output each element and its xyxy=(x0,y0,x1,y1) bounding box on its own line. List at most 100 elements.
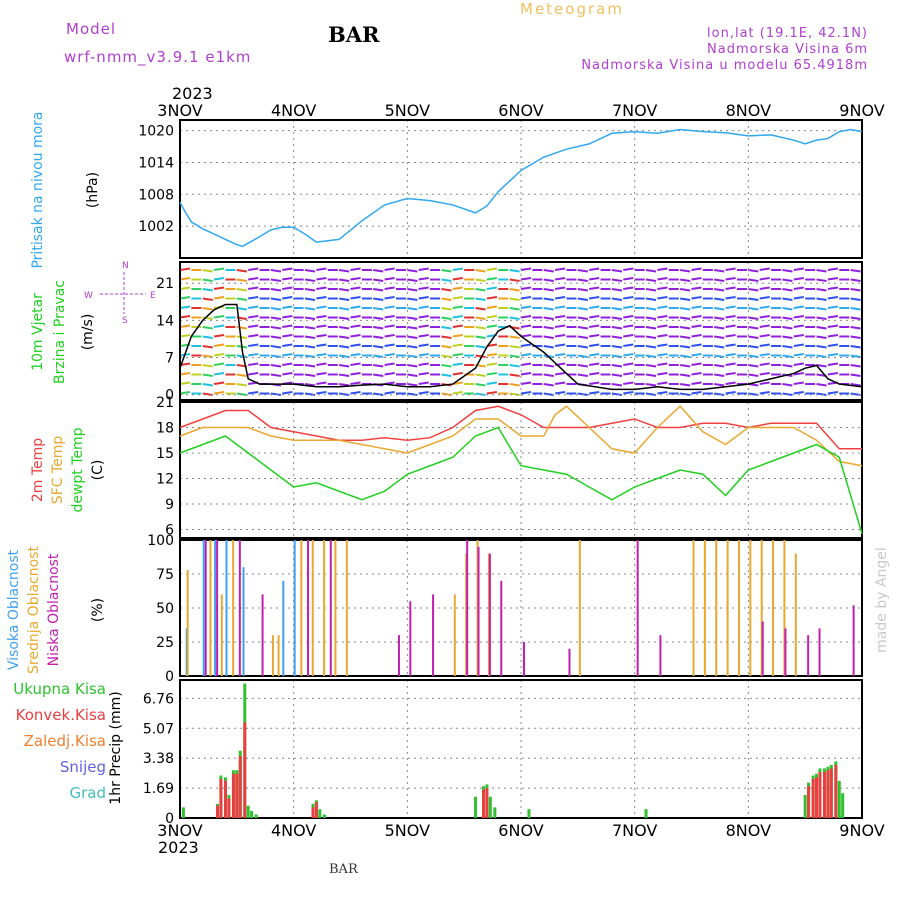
wind-barb xyxy=(338,307,350,311)
wind-barb xyxy=(248,296,259,300)
wind-barb xyxy=(373,326,384,330)
wind-barb xyxy=(338,335,350,339)
wind-barb xyxy=(202,269,213,273)
wind-barb xyxy=(452,362,463,366)
wind-barb xyxy=(748,307,759,311)
wind-barb xyxy=(316,381,327,385)
wind-barb xyxy=(338,345,350,349)
wind-unit: (m/s) xyxy=(80,314,96,351)
wind-barb xyxy=(691,277,702,281)
wind-barb xyxy=(179,267,191,271)
mid-cloud-bar xyxy=(726,540,729,676)
low-cloud-bar xyxy=(523,642,525,676)
wind-barb xyxy=(282,324,293,328)
wind-barb xyxy=(350,277,361,281)
wind-barb xyxy=(679,316,691,320)
mid-cloud-bar xyxy=(323,540,326,676)
wind-barb xyxy=(316,315,327,319)
wind-barb xyxy=(509,383,520,387)
y-tick-label: 21 xyxy=(156,395,174,411)
conv-precip-bar xyxy=(822,772,826,818)
wind-barb xyxy=(657,343,668,347)
sfc-temp-label: SFC Temp xyxy=(50,436,66,505)
wind-barb xyxy=(827,267,839,271)
wind-barb xyxy=(304,373,316,377)
wind-barb xyxy=(827,362,839,366)
panel-frame xyxy=(179,539,863,677)
total-precip-bar xyxy=(322,814,326,818)
wind-barb xyxy=(554,391,566,395)
wind-barb xyxy=(657,362,668,366)
low-cloud-bar xyxy=(261,594,264,676)
wind-barb xyxy=(816,392,827,396)
wind-barb xyxy=(338,269,350,273)
low-cloud-bar xyxy=(659,635,662,676)
t2m-label: 2m Temp xyxy=(30,438,46,502)
high-cloud-bar xyxy=(225,540,228,676)
wind-barb xyxy=(418,324,429,328)
x-tick-label-bottom: 5NOV xyxy=(385,821,430,840)
wind-barb xyxy=(407,354,418,358)
wind-barb xyxy=(816,316,827,320)
wind-barb xyxy=(452,296,463,300)
wind-barb xyxy=(782,269,793,273)
wind-barb xyxy=(679,373,691,377)
wind-barb xyxy=(350,324,361,328)
wind-barb xyxy=(350,305,361,309)
wind-barb xyxy=(623,286,634,290)
compass-s: S xyxy=(122,316,128,326)
wind-barb xyxy=(748,345,759,349)
wind-barb xyxy=(782,335,793,339)
wind-barb xyxy=(418,286,429,290)
wind-barb xyxy=(714,269,725,273)
wind-barb xyxy=(418,362,429,366)
cloud-unit: (%) xyxy=(90,598,106,622)
wind-barb xyxy=(202,307,213,311)
wind-barb xyxy=(441,297,452,301)
wind-barb xyxy=(338,316,350,320)
wind-barb xyxy=(850,364,861,368)
wind-barb xyxy=(657,315,668,319)
wind-barb xyxy=(554,324,566,328)
wind-barb xyxy=(407,373,418,377)
wind-barb xyxy=(509,345,520,349)
wind-barb xyxy=(338,392,350,396)
wind-barb xyxy=(486,391,498,395)
wind-barb xyxy=(714,392,725,396)
wind-barb xyxy=(452,391,463,395)
wind-barb xyxy=(475,288,486,292)
wind-barb xyxy=(759,372,770,376)
wind-barb xyxy=(304,326,316,330)
wind-barb xyxy=(452,343,463,347)
x-tick-label-top: 9NOV xyxy=(839,101,884,120)
y-tick-label: 50 xyxy=(156,601,174,617)
wind-barb xyxy=(577,335,588,339)
wind-barb xyxy=(282,334,293,338)
wind-barb xyxy=(179,277,191,281)
year-bottom: 2023 xyxy=(158,838,199,857)
wind-barb xyxy=(748,297,759,301)
wind-barb xyxy=(475,335,486,339)
panel-frame xyxy=(179,119,863,259)
wind-barb xyxy=(691,305,702,309)
wind-barb xyxy=(679,383,691,387)
wind-barb xyxy=(589,391,600,395)
wind-barb xyxy=(338,373,350,377)
wind-barb xyxy=(475,316,486,320)
wind-barb xyxy=(520,315,532,319)
model-name: wrf-nmm_v3.9.1 e1km xyxy=(64,48,252,66)
wind-barb xyxy=(782,345,793,349)
wind-barb xyxy=(714,364,725,368)
wind-barb xyxy=(577,326,588,330)
wind-barb xyxy=(373,335,384,339)
wind-barb xyxy=(236,288,247,292)
wind-barb xyxy=(657,296,668,300)
wind-barb xyxy=(759,315,770,319)
y-tick-label: 7 xyxy=(165,351,174,367)
wind-barb xyxy=(782,364,793,368)
wind-barb xyxy=(270,335,282,339)
wind-barb xyxy=(611,335,623,339)
wind-barb xyxy=(384,362,395,366)
wind-barb xyxy=(270,345,282,349)
wind-barb xyxy=(623,277,634,281)
